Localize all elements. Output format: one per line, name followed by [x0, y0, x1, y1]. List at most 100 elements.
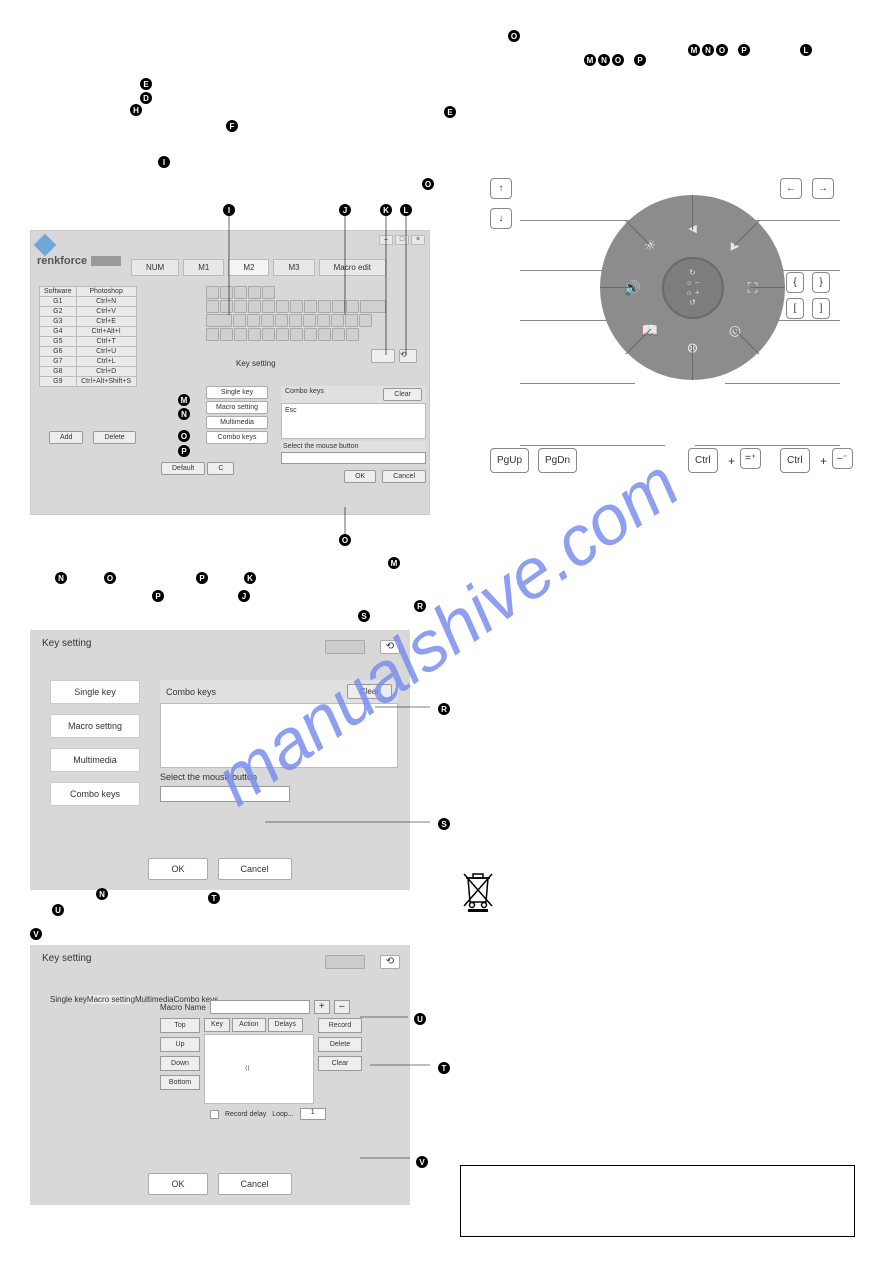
ok-button[interactable]: OK — [148, 858, 207, 880]
keyboard-icon[interactable] — [325, 640, 365, 654]
default-button[interactable]: Default — [161, 462, 205, 475]
mode-single-key[interactable]: Single key — [50, 680, 140, 704]
macro-list[interactable]: ⟨⟩ — [204, 1034, 314, 1104]
macro-list-header: KeyActionDelays — [204, 1018, 314, 1032]
g-key-cell[interactable]: G3 — [40, 317, 77, 327]
g-combo-cell[interactable]: Ctrl+D — [76, 367, 136, 377]
callout-marker-k: K — [380, 204, 392, 216]
callout-marker-s: S — [438, 818, 450, 830]
g-key-cell[interactable]: G9 — [40, 377, 77, 387]
g-combo-cell[interactable]: Ctrl+U — [76, 347, 136, 357]
cancel-button[interactable]: Cancel — [218, 858, 292, 880]
macro-col-action[interactable]: Action — [232, 1018, 265, 1032]
ok-button[interactable]: OK — [148, 1173, 207, 1195]
cancel-button[interactable]: Cancel — [218, 1173, 292, 1195]
c-button[interactable]: C — [207, 462, 234, 475]
clear-button[interactable]: Clear — [347, 684, 392, 699]
minimize-button[interactable]: – — [379, 235, 393, 245]
g-combo-cell[interactable]: Ctrl+V — [76, 307, 136, 317]
macro-clear-button[interactable]: Clear — [318, 1056, 362, 1071]
callout-marker-t: T — [208, 892, 220, 904]
macro-col-delays[interactable]: Delays — [268, 1018, 303, 1032]
callout-marker-n: N — [96, 888, 108, 900]
macro-add-button[interactable]: + — [314, 1000, 330, 1014]
reset-icon[interactable]: ⟲ — [380, 640, 400, 654]
tab-macro-edit[interactable]: Macro edit — [319, 259, 386, 276]
g-key-cell[interactable]: G6 — [40, 347, 77, 357]
reset-icon[interactable]: ⟲ — [380, 955, 400, 969]
keyboard-icon[interactable] — [325, 955, 365, 969]
g-combo-cell[interactable]: Ctrl+Alt+Shift+S — [76, 377, 136, 387]
macro-nav-up[interactable]: Up — [160, 1037, 200, 1052]
keyboard-icon[interactable] — [371, 349, 395, 363]
g-combo-cell[interactable]: Ctrl+Alt+I — [76, 327, 136, 337]
tab-m3[interactable]: M3 — [273, 259, 314, 276]
select-mouse-label: Select the mouse button — [281, 441, 426, 452]
g-combo-cell[interactable]: Ctrl+N — [76, 297, 136, 307]
mode-single-key[interactable]: Single key — [206, 386, 268, 399]
mode-multimedia[interactable]: Multimedia — [206, 416, 268, 429]
callout-marker-p: P — [634, 54, 646, 66]
clear-button[interactable]: Clear — [383, 388, 422, 401]
macro-name-select[interactable] — [210, 1000, 310, 1014]
callout-marker-o: O — [178, 430, 190, 442]
mode-macro-setting[interactable]: Macro setting — [50, 714, 140, 738]
loop-label: Loop... — [272, 1111, 293, 1118]
close-button[interactable]: × — [411, 235, 425, 245]
g-key-cell[interactable]: G4 — [40, 327, 77, 337]
mode-single-key[interactable]: Single key — [50, 995, 87, 1004]
g-combo-cell[interactable]: Ctrl+E — [76, 317, 136, 327]
record-delay-checkbox[interactable] — [210, 1110, 219, 1119]
tab-m2[interactable]: M2 — [228, 259, 269, 276]
maximize-button[interactable]: □ — [395, 235, 409, 245]
cancel-button[interactable]: Cancel — [382, 470, 426, 483]
logo-icon — [34, 234, 57, 257]
ok-button[interactable]: OK — [344, 470, 376, 483]
combo-text-input[interactable] — [160, 703, 398, 768]
macro-record-button[interactable]: Record — [318, 1018, 362, 1033]
callout-marker-e: E — [140, 78, 152, 90]
software-label: Software — [40, 287, 77, 297]
dial-center-icon: ↻ ☼ – ☼ + ↺ — [662, 257, 724, 319]
g-key-cell[interactable]: G5 — [40, 337, 77, 347]
g-combo-cell[interactable]: Ctrl+L — [76, 357, 136, 367]
key-up-icon: ↑ — [490, 178, 512, 199]
plus-sep: + — [820, 454, 827, 468]
mode-tabs: NUMM1M2M3 Macro edit — [131, 259, 386, 276]
tab-num[interactable]: NUM — [131, 259, 179, 276]
add-button[interactable]: Add — [49, 431, 83, 444]
mode-combo-keys[interactable]: Combo keys — [50, 782, 140, 806]
plus-sep: + — [728, 454, 735, 468]
tab-m1[interactable]: M1 — [183, 259, 224, 276]
mode-combo-keys[interactable]: Combo keys — [206, 431, 268, 444]
macro-nav-bottom[interactable]: Bottom — [160, 1075, 200, 1090]
g-key-cell[interactable]: G2 — [40, 307, 77, 317]
macro-col-key[interactable]: Key — [204, 1018, 230, 1032]
callout-marker-j: J — [339, 204, 351, 216]
callout-marker-h: H — [130, 104, 142, 116]
macro-nav-down[interactable]: Down — [160, 1056, 200, 1071]
key-ctrl: Ctrl — [780, 448, 810, 473]
mode-macro-setting[interactable]: Macro setting — [206, 401, 268, 414]
delete-button[interactable]: Delete — [93, 431, 135, 444]
g-key-cell[interactable]: G7 — [40, 357, 77, 367]
macro-nav-top[interactable]: Top — [160, 1018, 200, 1033]
g-key-table: SoftwarePhotoshop G1Ctrl+NG2Ctrl+VG3Ctrl… — [39, 286, 137, 387]
key-lbrace: { — [786, 272, 804, 293]
callout-marker-p: P — [738, 44, 750, 56]
macro-remove-button[interactable]: – — [334, 1000, 350, 1014]
callout-marker-f: F — [226, 120, 238, 132]
g-combo-cell[interactable]: Ctrl+T — [76, 337, 136, 347]
loop-value-input[interactable]: 1 — [300, 1108, 326, 1120]
combo-text-input[interactable]: Esc — [281, 403, 426, 439]
mouse-button-select[interactable] — [281, 452, 426, 464]
mode-multimedia[interactable]: Multimedia — [50, 748, 140, 772]
mode-macro-setting[interactable]: Macro setting — [87, 995, 135, 1004]
macro-delete-button[interactable]: Delete — [318, 1037, 362, 1052]
software-value[interactable]: Photoshop — [76, 287, 136, 297]
callout-marker-u: U — [414, 1013, 426, 1025]
g-key-cell[interactable]: G1 — [40, 297, 77, 307]
reset-icon[interactable]: ⟲ — [399, 349, 417, 363]
g-key-cell[interactable]: G8 — [40, 367, 77, 377]
mouse-button-select[interactable] — [160, 786, 290, 802]
